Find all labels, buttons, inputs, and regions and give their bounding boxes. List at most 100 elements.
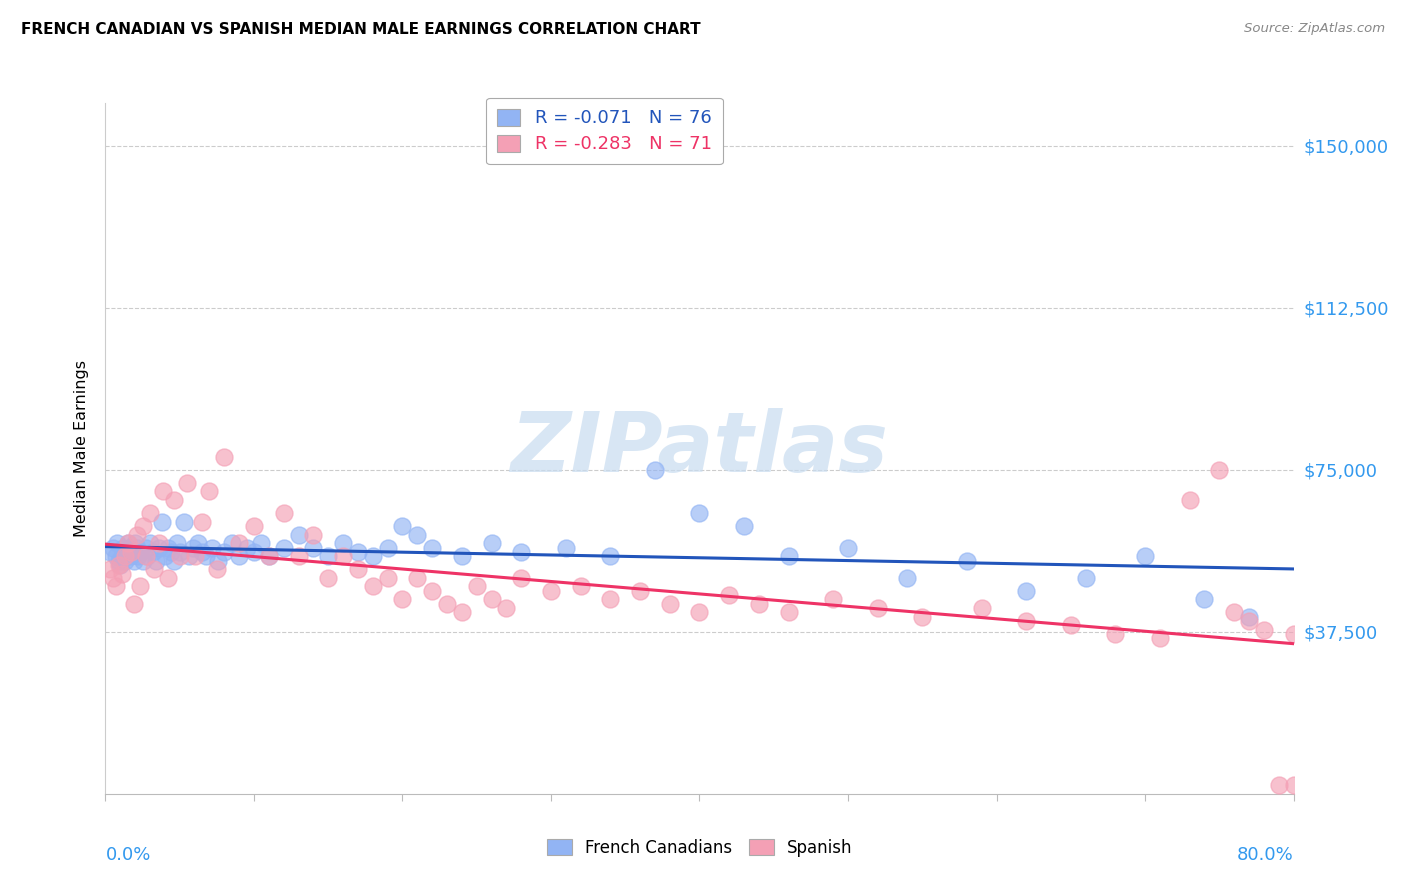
Point <box>347 562 370 576</box>
Point <box>1015 583 1038 598</box>
Point <box>436 597 458 611</box>
Point <box>207 553 229 567</box>
Point <box>142 545 165 559</box>
Point <box>554 541 576 555</box>
Point <box>169 545 191 559</box>
Point <box>152 484 174 499</box>
Point <box>115 545 138 559</box>
Point <box>970 601 993 615</box>
Point <box>139 536 162 550</box>
Point <box>316 549 339 564</box>
Text: Source: ZipAtlas.com: Source: ZipAtlas.com <box>1244 22 1385 36</box>
Point <box>143 562 166 576</box>
Point <box>1237 614 1260 628</box>
Point <box>823 592 845 607</box>
Point <box>214 545 236 559</box>
Point <box>104 580 127 594</box>
Point <box>257 549 280 564</box>
Point <box>111 549 134 564</box>
Point <box>186 536 208 550</box>
Point <box>450 606 472 620</box>
Point <box>302 541 325 555</box>
Point <box>420 541 443 555</box>
Point <box>128 545 150 559</box>
Point <box>163 493 186 508</box>
Point <box>1267 778 1289 792</box>
Point <box>191 545 214 559</box>
Point <box>125 527 148 541</box>
Point <box>163 553 186 567</box>
Point <box>896 571 918 585</box>
Point <box>450 549 472 564</box>
Point <box>316 571 339 585</box>
Point <box>105 536 128 550</box>
Point <box>361 580 384 594</box>
Point <box>191 515 214 529</box>
Point <box>101 571 124 585</box>
Point <box>169 549 191 564</box>
Point <box>377 571 399 585</box>
Point <box>139 506 162 520</box>
Point <box>658 597 681 611</box>
Point <box>332 536 354 550</box>
Point <box>198 484 221 499</box>
Point <box>111 566 134 581</box>
Point <box>599 549 621 564</box>
Text: ZIPatlas: ZIPatlas <box>510 408 889 489</box>
Point <box>148 541 170 555</box>
Point <box>108 553 131 567</box>
Point <box>956 553 979 567</box>
Point <box>1104 627 1126 641</box>
Legend: French Canadians, Spanish: French Canadians, Spanish <box>538 830 860 865</box>
Point <box>127 549 149 564</box>
Point <box>377 541 399 555</box>
Point <box>1253 623 1275 637</box>
Point <box>153 549 176 564</box>
Point <box>273 541 295 555</box>
Point <box>195 549 218 564</box>
Point <box>287 549 309 564</box>
Point <box>1223 606 1246 620</box>
Point <box>1282 778 1305 792</box>
Point <box>1178 493 1201 508</box>
Point <box>214 450 236 464</box>
Point <box>122 553 145 567</box>
Point <box>98 562 121 576</box>
Point <box>748 597 770 611</box>
Point <box>181 541 204 555</box>
Point <box>183 549 205 564</box>
Point <box>110 558 132 572</box>
Point <box>243 545 266 559</box>
Point <box>257 549 280 564</box>
Point <box>128 580 150 594</box>
Point <box>361 549 384 564</box>
Point <box>391 592 413 607</box>
Point <box>166 536 188 550</box>
Point <box>510 545 533 559</box>
Point <box>120 545 142 559</box>
Point <box>1194 592 1216 607</box>
Point <box>1015 614 1038 628</box>
Point <box>221 536 243 550</box>
Point <box>1237 609 1260 624</box>
Point <box>124 536 146 550</box>
Point <box>569 580 592 594</box>
Point <box>866 601 889 615</box>
Point <box>228 549 250 564</box>
Text: 0.0%: 0.0% <box>105 846 150 863</box>
Point <box>911 609 934 624</box>
Point <box>201 541 224 555</box>
Point <box>733 519 755 533</box>
Point <box>1133 549 1156 564</box>
Point <box>148 536 170 550</box>
Point <box>837 541 859 555</box>
Y-axis label: Median Male Earnings: Median Male Earnings <box>75 359 90 537</box>
Point <box>481 592 503 607</box>
Point <box>1208 463 1230 477</box>
Point <box>131 553 153 567</box>
Point <box>235 541 257 555</box>
Point <box>112 541 135 555</box>
Point <box>406 527 429 541</box>
Point <box>150 515 173 529</box>
Point <box>465 580 488 594</box>
